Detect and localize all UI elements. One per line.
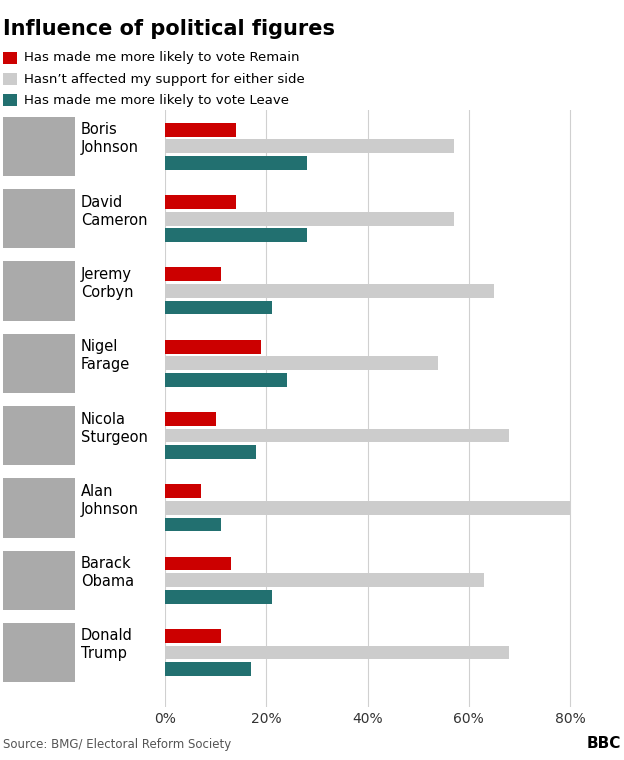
Bar [165, 484, 201, 498]
Text: Influence of political figures: Influence of political figures [3, 19, 335, 39]
Text: Boris
Johnson: Boris Johnson [81, 122, 139, 155]
Bar [165, 429, 509, 442]
Text: Nigel
Farage: Nigel Farage [81, 339, 130, 372]
Bar [165, 156, 307, 170]
Text: Barack
Obama: Barack Obama [81, 556, 134, 589]
Bar [165, 518, 221, 531]
Bar [165, 212, 454, 226]
Bar [165, 373, 286, 387]
Text: Source: BMG/ Electoral Reform Society: Source: BMG/ Electoral Reform Society [3, 738, 232, 751]
Text: Has made me more likely to vote Leave: Has made me more likely to vote Leave [24, 93, 289, 107]
Bar [165, 140, 454, 154]
Text: Hasn’t affected my support for either side: Hasn’t affected my support for either si… [24, 72, 305, 86]
Bar [165, 268, 221, 281]
Bar [165, 123, 236, 137]
Text: Jeremy
Corbyn: Jeremy Corbyn [81, 267, 134, 300]
Bar [165, 412, 216, 426]
Bar [165, 356, 439, 370]
Bar [165, 284, 494, 298]
Bar [165, 229, 307, 242]
Bar [165, 573, 484, 587]
Text: BBC: BBC [587, 736, 621, 751]
Bar [165, 646, 509, 660]
Bar [165, 590, 271, 603]
Text: Nicola
Sturgeon: Nicola Sturgeon [81, 411, 148, 445]
Bar [165, 629, 221, 643]
Text: Donald
Trump: Donald Trump [81, 629, 133, 661]
Bar [165, 662, 251, 676]
Bar [165, 557, 231, 571]
Bar [165, 501, 570, 515]
Bar [165, 445, 256, 459]
Text: Alan
Johnson: Alan Johnson [81, 484, 139, 517]
Bar [165, 195, 236, 209]
Text: David
Cameron: David Cameron [81, 195, 148, 227]
Bar [165, 340, 261, 353]
Text: Has made me more likely to vote Remain: Has made me more likely to vote Remain [24, 51, 300, 65]
Bar [165, 301, 271, 315]
